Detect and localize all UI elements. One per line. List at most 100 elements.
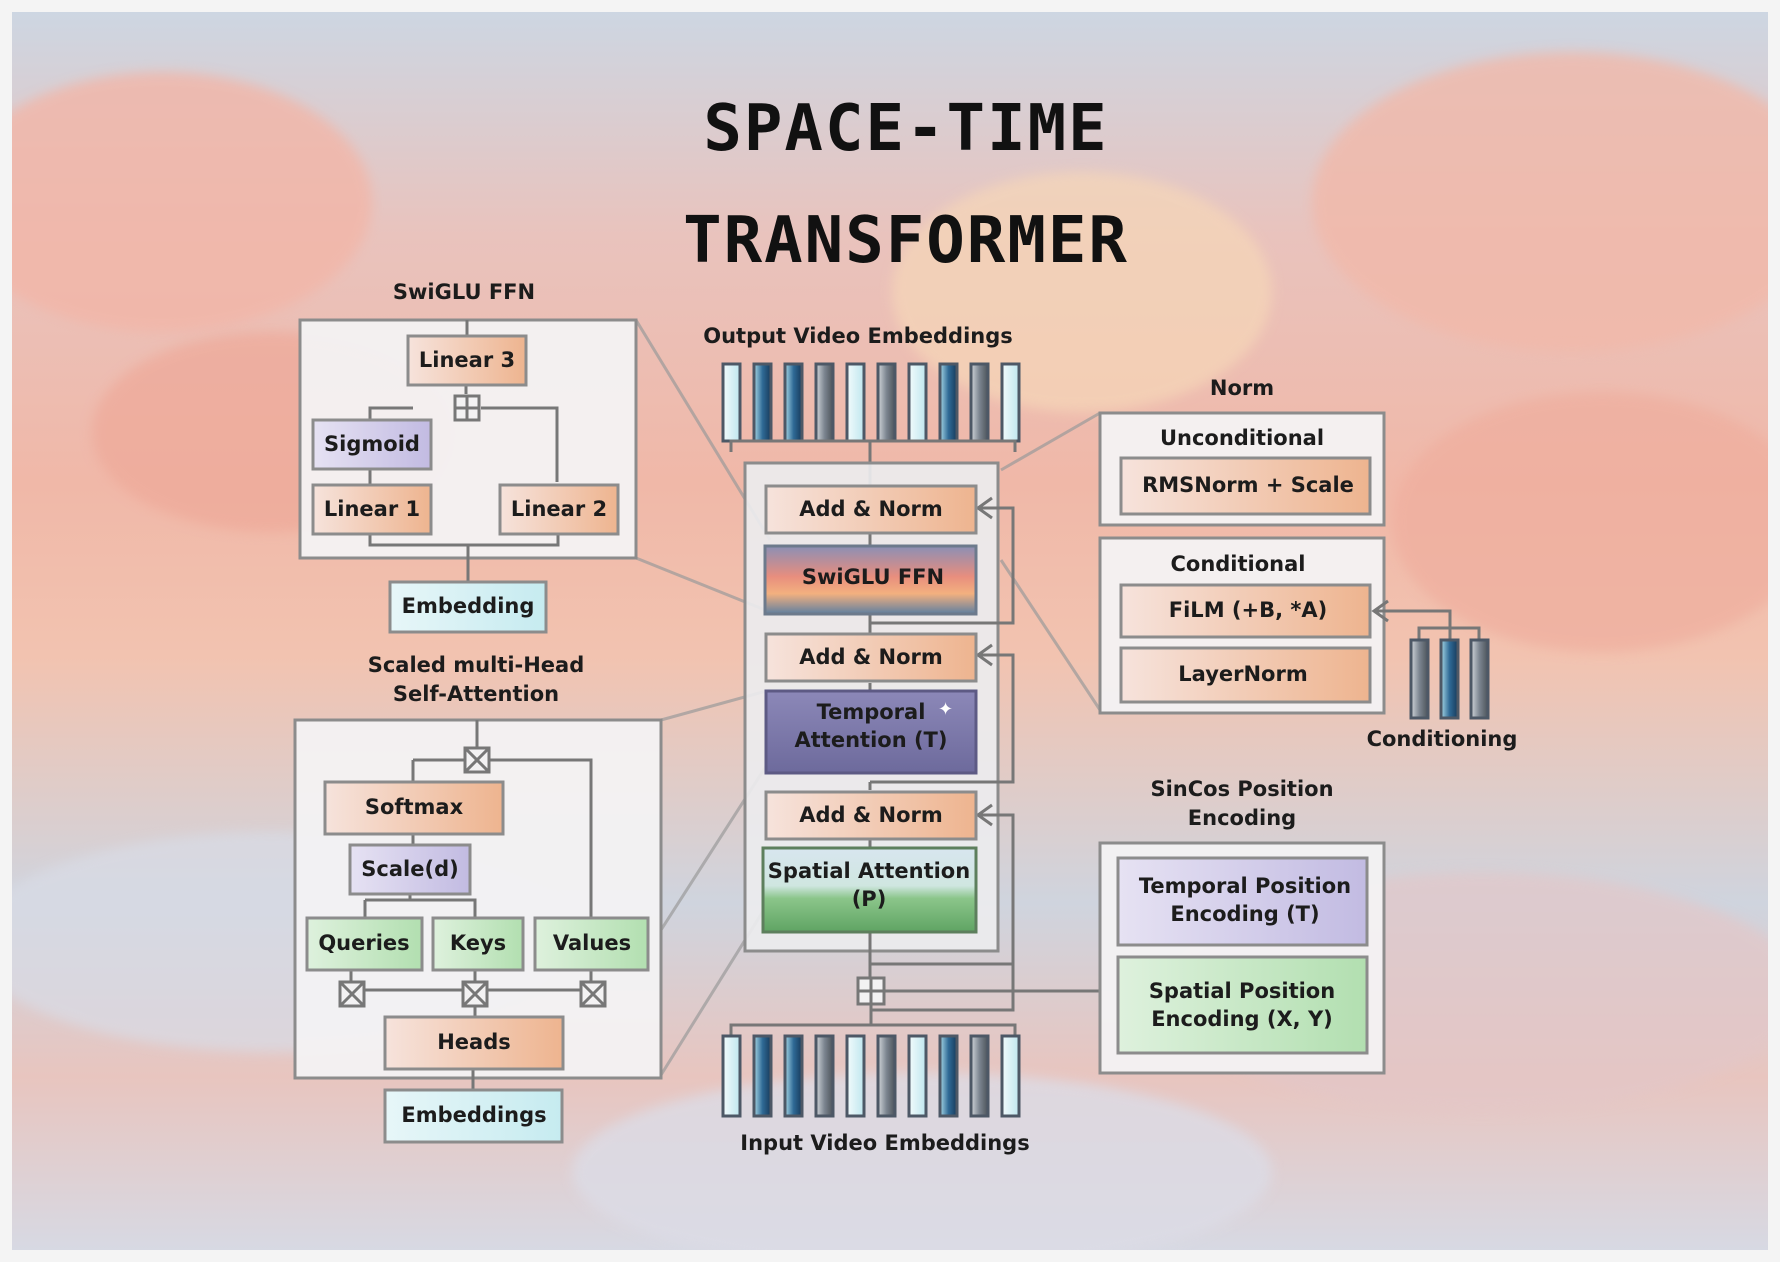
output-token bbox=[938, 362, 959, 443]
keys-label: Keys bbox=[450, 931, 506, 955]
linear-1-box bbox=[311, 483, 433, 536]
add-norm-3-box bbox=[764, 790, 978, 841]
spatial-position-line-2: Encoding (X, Y) bbox=[1151, 1007, 1333, 1031]
attention-heading-line-1: Scaled multi-Head bbox=[368, 653, 585, 677]
linear-1-label: Linear 1 bbox=[324, 497, 420, 521]
values-label: Values bbox=[553, 931, 631, 955]
input-token bbox=[1000, 1034, 1021, 1118]
add-norm-3-label: Add & Norm bbox=[799, 803, 943, 827]
swiglu-ffn-panel: SwiGLU FFN Linear 3 Sigmoid Linear 1 Lin… bbox=[298, 280, 638, 634]
temporal-attention-box bbox=[764, 689, 978, 775]
linear-3-box bbox=[406, 334, 528, 387]
conditioning-token bbox=[1409, 638, 1430, 720]
linear-3-label: Linear 3 bbox=[419, 348, 515, 372]
attention-panel: Scaled multi-Head Self-Attention Softmax… bbox=[293, 653, 663, 1144]
output-token bbox=[814, 362, 835, 443]
sigmoid-box bbox=[311, 418, 433, 471]
add-norm-1-label: Add & Norm bbox=[799, 497, 943, 521]
positional-add-node-icon bbox=[856, 976, 886, 1006]
output-token bbox=[907, 362, 928, 443]
swiglu-ffn-label: SwiGLU FFN bbox=[802, 565, 944, 589]
rmsnorm-box bbox=[1119, 456, 1372, 516]
softmax-box bbox=[323, 780, 505, 836]
film-label: FiLM (+B, *A) bbox=[1169, 598, 1327, 622]
output-token bbox=[969, 362, 990, 443]
temporal-position-line-1: Temporal Position bbox=[1139, 874, 1351, 898]
swiglu-ffn-box bbox=[763, 544, 978, 616]
add-norm-1-box bbox=[764, 484, 978, 535]
conditioning-token bbox=[1439, 638, 1460, 720]
position-heading-line-2: Encoding bbox=[1188, 806, 1296, 830]
queries-label: Queries bbox=[318, 931, 409, 955]
input-token bbox=[969, 1034, 990, 1118]
output-token bbox=[721, 362, 742, 443]
values-box bbox=[533, 916, 650, 972]
layernorm-label: LayerNorm bbox=[1178, 662, 1307, 686]
title-line-2: TRANSFORMER bbox=[683, 204, 1129, 278]
output-token bbox=[845, 362, 866, 443]
spatial-position-line-1: Spatial Position bbox=[1149, 979, 1335, 1003]
input-token bbox=[876, 1034, 897, 1118]
scale-box bbox=[348, 843, 472, 896]
keys-box bbox=[431, 916, 525, 972]
output-token bbox=[783, 362, 804, 443]
output-token-row bbox=[721, 362, 1021, 443]
input-token bbox=[721, 1034, 742, 1118]
norm-heading: Norm bbox=[1210, 376, 1274, 400]
spatial-attention-line-2: (P) bbox=[852, 887, 887, 911]
heads-label: Heads bbox=[437, 1030, 511, 1054]
input-token bbox=[907, 1034, 928, 1118]
sigmoid-label: Sigmoid bbox=[324, 432, 420, 456]
input-token-row bbox=[721, 1034, 1021, 1118]
output-token bbox=[876, 362, 897, 443]
conditioning-label: Conditioning bbox=[1367, 727, 1518, 751]
input-token bbox=[814, 1034, 835, 1118]
unconditional-label: Unconditional bbox=[1160, 426, 1324, 450]
embedding-label: Embedding bbox=[402, 594, 535, 618]
add-norm-2-box bbox=[764, 632, 978, 683]
multiply-node-icon bbox=[453, 394, 481, 422]
layernorm-box bbox=[1119, 646, 1372, 704]
rmsnorm-label: RMSNorm + Scale bbox=[1142, 473, 1354, 497]
position-encoding-panel: SinCos Position Encoding Temporal Positi… bbox=[1098, 777, 1386, 1075]
spatial-attention-box bbox=[761, 846, 978, 934]
output-token bbox=[1000, 362, 1021, 443]
scale-label: Scale(d) bbox=[361, 857, 458, 881]
poster-frame bbox=[12, 12, 1768, 1250]
conditioning-token bbox=[1469, 638, 1490, 720]
linear-2-box bbox=[498, 483, 620, 536]
temporal-position-line-2: Encoding (T) bbox=[1170, 902, 1319, 926]
input-token bbox=[783, 1034, 804, 1118]
input-token bbox=[752, 1034, 773, 1118]
sparkle-icon: ✦ bbox=[938, 699, 953, 720]
queries-box bbox=[305, 916, 424, 972]
linear-2-label: Linear 2 bbox=[511, 497, 607, 521]
temporal-attention-line-1: Temporal bbox=[817, 700, 926, 724]
input-embeddings-label: Input Video Embeddings bbox=[740, 1131, 1029, 1155]
projection-node-icons bbox=[338, 980, 607, 1008]
conditional-label: Conditional bbox=[1170, 552, 1305, 576]
spatial-position-box bbox=[1116, 955, 1369, 1055]
output-embeddings-label: Output Video Embeddings bbox=[703, 324, 1013, 348]
attention-heading-line-2: Self-Attention bbox=[393, 682, 559, 706]
concat-node-icon bbox=[463, 746, 491, 774]
add-norm-2-label: Add & Norm bbox=[799, 645, 943, 669]
film-box bbox=[1119, 583, 1372, 639]
norm-panels: Norm Unconditional RMSNorm + Scale Condi… bbox=[1098, 376, 1518, 751]
heads-box bbox=[383, 1015, 565, 1071]
title-line-1: SPACE-TIME bbox=[703, 92, 1108, 166]
embedding-box bbox=[388, 580, 548, 634]
centre-column: Output Video Embeddings Add & Norm SwiGL… bbox=[703, 324, 1100, 1155]
softmax-label: Softmax bbox=[365, 795, 464, 819]
conditioning-token-row bbox=[1409, 638, 1490, 720]
temporal-attention-line-2: Attention (T) bbox=[795, 728, 948, 752]
input-token bbox=[845, 1034, 866, 1118]
temporal-position-box bbox=[1116, 856, 1369, 947]
output-token bbox=[752, 362, 773, 443]
embeddings-box bbox=[383, 1088, 564, 1144]
position-heading-line-1: SinCos Position bbox=[1150, 777, 1333, 801]
embeddings-label: Embeddings bbox=[401, 1103, 546, 1127]
swiglu-heading: SwiGLU FFN bbox=[393, 280, 535, 304]
spatial-attention-line-1: Spatial Attention bbox=[768, 859, 970, 883]
